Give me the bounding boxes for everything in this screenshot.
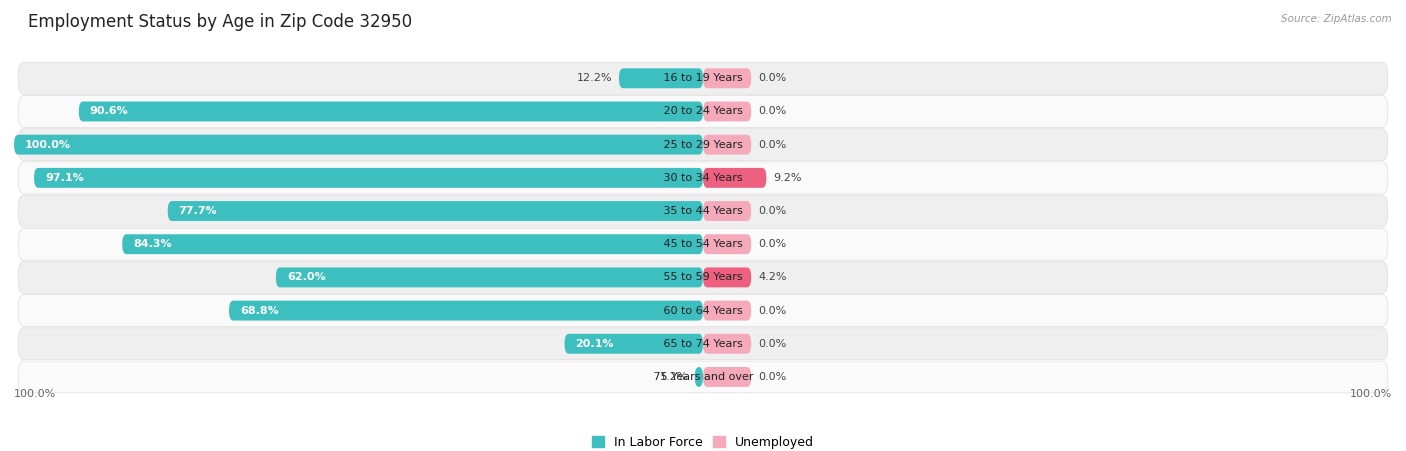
FancyBboxPatch shape [79,101,703,121]
Text: 100.0%: 100.0% [1350,389,1392,399]
FancyBboxPatch shape [18,328,1388,360]
Text: 62.0%: 62.0% [287,272,326,282]
FancyBboxPatch shape [703,168,766,188]
FancyBboxPatch shape [18,361,1388,393]
FancyBboxPatch shape [18,62,1388,94]
FancyBboxPatch shape [619,69,703,88]
Text: 0.0%: 0.0% [758,106,786,116]
FancyBboxPatch shape [34,168,703,188]
FancyBboxPatch shape [18,162,1388,194]
Text: 4.2%: 4.2% [758,272,786,282]
Text: 55 to 59 Years: 55 to 59 Years [659,272,747,282]
Text: 75 Years and over: 75 Years and over [650,372,756,382]
FancyBboxPatch shape [703,367,751,387]
Text: 90.6%: 90.6% [90,106,128,116]
Text: 60 to 64 Years: 60 to 64 Years [659,306,747,316]
Text: 25 to 29 Years: 25 to 29 Years [659,140,747,150]
FancyBboxPatch shape [703,334,751,354]
Text: 100.0%: 100.0% [14,389,56,399]
Text: Source: ZipAtlas.com: Source: ZipAtlas.com [1281,14,1392,23]
FancyBboxPatch shape [14,135,703,155]
FancyBboxPatch shape [703,301,751,321]
Text: 68.8%: 68.8% [240,306,278,316]
Text: Employment Status by Age in Zip Code 32950: Employment Status by Age in Zip Code 329… [28,13,412,31]
FancyBboxPatch shape [703,101,751,121]
FancyBboxPatch shape [703,267,751,287]
Text: 35 to 44 Years: 35 to 44 Years [659,206,747,216]
FancyBboxPatch shape [18,129,1388,161]
Text: 30 to 34 Years: 30 to 34 Years [659,173,747,183]
Text: 0.0%: 0.0% [758,339,786,349]
FancyBboxPatch shape [167,201,703,221]
FancyBboxPatch shape [565,334,703,354]
FancyBboxPatch shape [695,367,703,387]
FancyBboxPatch shape [18,295,1388,327]
Text: 84.3%: 84.3% [134,239,172,249]
Text: 0.0%: 0.0% [758,73,786,83]
FancyBboxPatch shape [122,234,703,254]
Text: 0.0%: 0.0% [758,239,786,249]
Text: 45 to 54 Years: 45 to 54 Years [659,239,747,249]
Text: 0.0%: 0.0% [758,372,786,382]
Text: 0.0%: 0.0% [758,306,786,316]
FancyBboxPatch shape [703,234,751,254]
FancyBboxPatch shape [703,135,751,155]
Text: 20 to 24 Years: 20 to 24 Years [659,106,747,116]
Text: 1.2%: 1.2% [659,372,688,382]
FancyBboxPatch shape [18,195,1388,227]
Legend: In Labor Force, Unemployed: In Labor Force, Unemployed [586,431,820,451]
Text: 9.2%: 9.2% [773,173,801,183]
Text: 16 to 19 Years: 16 to 19 Years [659,73,747,83]
Text: 77.7%: 77.7% [179,206,218,216]
Text: 20.1%: 20.1% [575,339,614,349]
FancyBboxPatch shape [276,267,703,287]
FancyBboxPatch shape [703,201,751,221]
Text: 0.0%: 0.0% [758,140,786,150]
FancyBboxPatch shape [18,262,1388,293]
Text: 12.2%: 12.2% [576,73,612,83]
FancyBboxPatch shape [18,96,1388,127]
Text: 97.1%: 97.1% [45,173,84,183]
FancyBboxPatch shape [229,301,703,321]
Text: 0.0%: 0.0% [758,206,786,216]
FancyBboxPatch shape [18,228,1388,260]
FancyBboxPatch shape [703,69,751,88]
Text: 100.0%: 100.0% [25,140,72,150]
Text: 65 to 74 Years: 65 to 74 Years [659,339,747,349]
